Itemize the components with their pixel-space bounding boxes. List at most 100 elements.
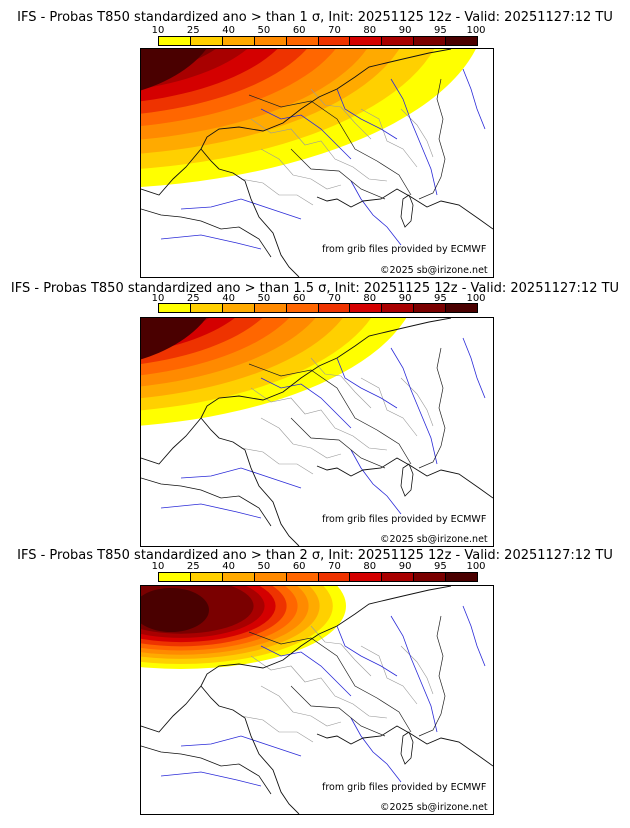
colorbar-labels: 10 25 40 50 60 70 80 90 95 100 [152,561,486,573]
colorbar-labels: 10 25 40 50 60 70 80 90 95 100 [152,25,486,37]
coastline-iberia [141,745,272,795]
cbar-label: 100 [466,293,486,304]
colorbar-segment [349,573,382,581]
copyright-credit: ©2025 sb@irizone.net [380,802,488,813]
colorbar [158,36,478,46]
colorbar-segment [349,37,382,45]
country-borders [248,615,446,737]
colorbar-segment [159,304,190,312]
cbar-label: 25 [186,293,200,304]
corsica [400,463,414,497]
panel-title: IFS - Probas T850 standardized ano > tha… [17,10,613,25]
cbar-label: 80 [363,25,377,36]
country-borders [248,347,446,469]
cbar-label: 80 [363,293,377,304]
colorbar-segment [413,37,446,45]
cbar-label: 10 [151,293,165,304]
cbar-label: 100 [466,561,486,572]
cbar-label: 50 [257,25,271,36]
cbar-label: 25 [186,561,200,572]
colorbar-labels: 10 25 40 50 60 70 80 90 95 100 [152,293,486,305]
admin-boundaries [240,88,434,206]
colorbar-segment [445,573,478,581]
colorbar-segment [381,37,414,45]
map-canvas [141,586,493,814]
cbar-label: 60 [292,561,306,572]
colorbar-segment [221,304,254,312]
panel-title: IFS - Probas T850 standardized ano > tha… [10,281,620,296]
cbar-label: 70 [328,561,341,572]
cbar-label: 70 [328,25,341,36]
cbar-label: 40 [222,293,235,304]
colorbar [158,303,478,313]
colorbar-segment [253,304,286,312]
coastline-south [316,725,493,767]
rivers [160,605,486,787]
cbar-label: 60 [292,25,306,36]
colorbar-segment [317,304,350,312]
map-canvas [141,318,493,546]
colorbar [158,572,478,582]
cbar-label: 90 [398,561,412,572]
probability-core [141,49,207,91]
cbar-label: 50 [257,293,271,304]
colorbar-segment [413,573,446,581]
cbar-label: 40 [222,561,235,572]
colorbar-segment [253,37,286,45]
cbar-label: 100 [466,25,486,36]
coastline [141,586,452,814]
colorbar-segment [317,573,350,581]
colorbar-segment [381,573,414,581]
cbar-label: 95 [434,293,447,304]
source-credit: from grib files provided by ECMWF [322,244,487,255]
coastline-south [316,457,493,499]
corsica [400,194,414,228]
colorbar-segment [189,304,222,312]
coastline [141,318,452,546]
cbar-label: 95 [434,561,447,572]
admin-boundaries [240,357,434,475]
country-borders [248,78,446,200]
colorbar-segment [253,573,286,581]
colorbar-segment [285,573,318,581]
colorbar-segment [381,304,414,312]
colorbar-segment [159,573,190,581]
cbar-label: 10 [151,25,165,36]
map-panel-1 [140,48,494,278]
colorbar-segment [189,37,222,45]
cbar-label: 25 [186,25,200,36]
colorbar-segment [159,37,190,45]
probability-core [141,588,209,632]
colorbar-segment [445,304,478,312]
copyright-credit: ©2025 sb@irizone.net [380,265,488,276]
cbar-label: 60 [292,293,306,304]
coastline-south [316,188,493,230]
admin-boundaries [240,625,434,743]
cbar-label: 50 [257,561,271,572]
coastline-iberia [141,208,272,258]
colorbar-segment [445,37,478,45]
colorbar-segment [221,37,254,45]
cbar-label: 10 [151,561,165,572]
source-credit: from grib files provided by ECMWF [322,514,487,525]
rivers [160,337,486,519]
cbar-label: 80 [363,561,377,572]
rivers [160,68,486,250]
cbar-label: 90 [398,25,412,36]
map-panel-2 [140,317,494,547]
cbar-label: 70 [328,293,341,304]
probability-core [141,318,207,360]
colorbar-segment [285,304,318,312]
panel-title: IFS - Probas T850 standardized ano > tha… [17,548,613,563]
cbar-label: 90 [398,293,412,304]
colorbar-segment [189,573,222,581]
colorbar-segment [221,573,254,581]
colorbar-segment [349,304,382,312]
source-credit: from grib files provided by ECMWF [322,782,487,793]
colorbar-segment [413,304,446,312]
corsica [400,731,414,765]
copyright-credit: ©2025 sb@irizone.net [380,534,488,545]
map-canvas [141,49,493,277]
coastline-iberia [141,477,272,527]
colorbar-segment [285,37,318,45]
